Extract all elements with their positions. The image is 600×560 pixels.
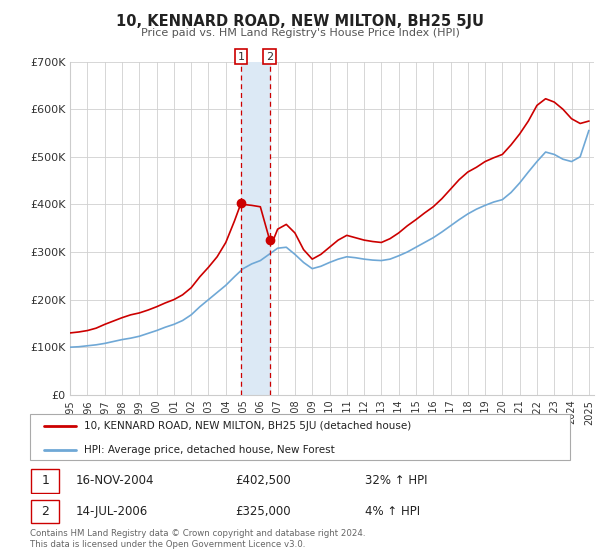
Bar: [241, 62, 269, 395]
FancyBboxPatch shape: [31, 500, 59, 524]
Text: Price paid vs. HM Land Registry's House Price Index (HPI): Price paid vs. HM Land Registry's House …: [140, 28, 460, 38]
FancyBboxPatch shape: [31, 469, 59, 493]
Text: 2: 2: [266, 52, 273, 62]
Text: 1: 1: [238, 52, 244, 62]
Text: 16-NOV-2004: 16-NOV-2004: [76, 474, 154, 487]
Text: £402,500: £402,500: [235, 474, 291, 487]
Text: 4% ↑ HPI: 4% ↑ HPI: [365, 505, 420, 518]
FancyBboxPatch shape: [30, 414, 570, 460]
Text: Contains HM Land Registry data © Crown copyright and database right 2024.
This d: Contains HM Land Registry data © Crown c…: [30, 529, 365, 549]
Text: 1: 1: [41, 474, 49, 487]
Text: 32% ↑ HPI: 32% ↑ HPI: [365, 474, 427, 487]
Text: £325,000: £325,000: [235, 505, 291, 518]
Text: 14-JUL-2006: 14-JUL-2006: [76, 505, 148, 518]
Text: 2: 2: [41, 505, 49, 518]
Text: 10, KENNARD ROAD, NEW MILTON, BH25 5JU: 10, KENNARD ROAD, NEW MILTON, BH25 5JU: [116, 14, 484, 29]
Text: 10, KENNARD ROAD, NEW MILTON, BH25 5JU (detached house): 10, KENNARD ROAD, NEW MILTON, BH25 5JU (…: [84, 421, 411, 431]
Text: HPI: Average price, detached house, New Forest: HPI: Average price, detached house, New …: [84, 445, 335, 455]
